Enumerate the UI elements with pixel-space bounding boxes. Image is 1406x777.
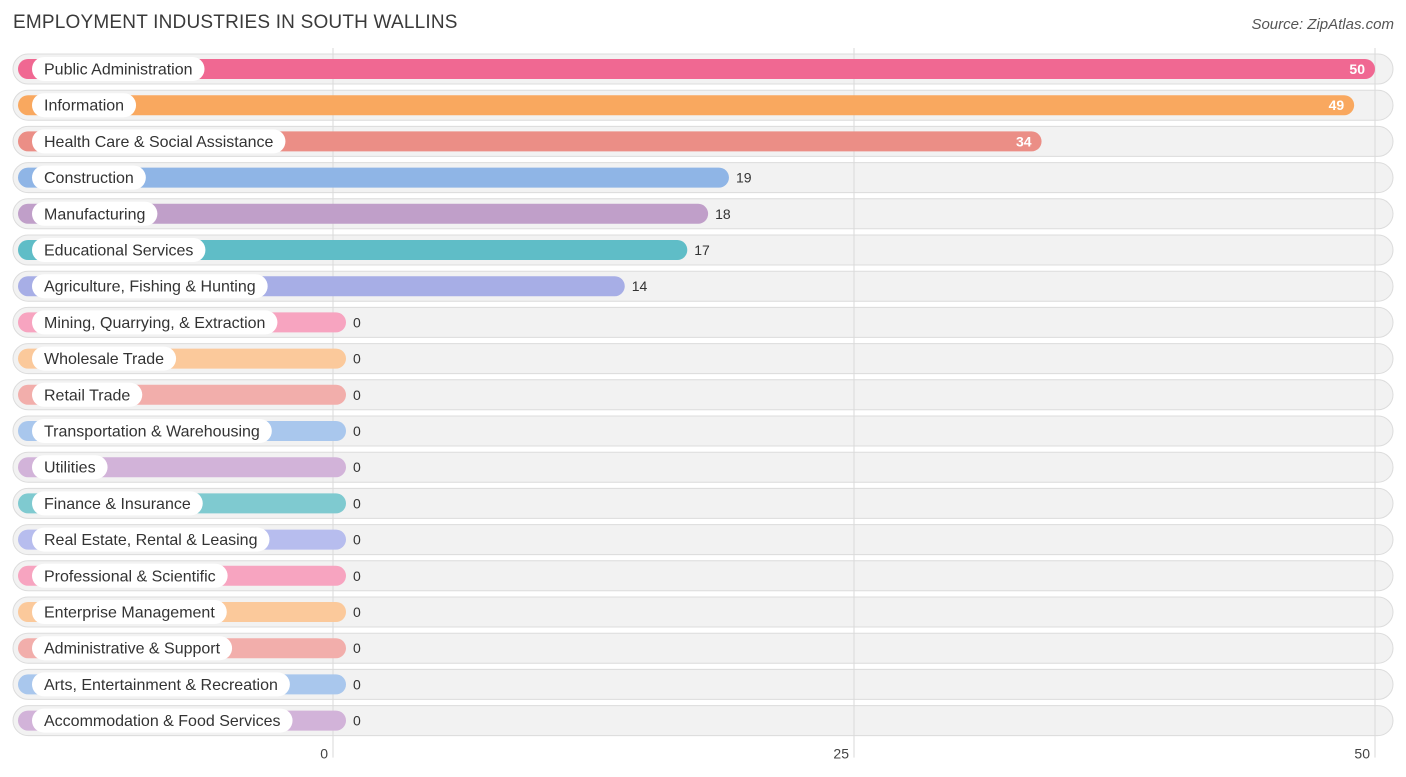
category-label-pill	[32, 491, 203, 516]
bar-group: Retail Trade 0	[18, 382, 361, 407]
category-label: Accommodation & Food Services	[44, 713, 281, 730]
row-background	[12, 306, 1394, 338]
value-label: 18	[715, 206, 731, 222]
bar-group: Accommodation & Food Services 0	[18, 708, 361, 733]
category-label-pill	[32, 274, 268, 299]
category-label: Administrative & Support	[44, 641, 221, 658]
bar-group: Wholesale Trade 0	[18, 346, 361, 371]
row-background	[12, 632, 1394, 664]
category-label: Construction	[44, 170, 134, 187]
row-background	[12, 415, 1394, 447]
bar-group: Utilities 0	[18, 455, 361, 480]
bar-group: Arts, Entertainment & Recreation 0	[18, 672, 361, 697]
category-label-pill	[32, 238, 206, 262]
bar-group: Real Estate, Rental & Leasing 0	[18, 527, 361, 552]
category-label-pill	[32, 382, 143, 407]
value-label: 17	[694, 242, 710, 258]
value-label: 0	[353, 387, 361, 403]
category-label: Agriculture, Fishing & Hunting	[44, 279, 256, 296]
x-tick-label: 25	[833, 746, 849, 762]
bar-group: Construction 19	[18, 165, 752, 190]
category-label-pill	[32, 527, 270, 552]
bar	[18, 167, 729, 188]
bar-group: Agriculture, Fishing & Hunting 14	[18, 274, 648, 299]
x-tick-label: 50	[1354, 746, 1370, 762]
value-label: 0	[353, 604, 361, 620]
category-label-pill	[32, 708, 293, 733]
category-label: Public Administration	[44, 62, 193, 79]
category-label-pill	[32, 310, 278, 335]
row-background	[12, 560, 1394, 592]
category-label: Educational Services	[44, 243, 193, 260]
row-background	[12, 705, 1394, 737]
category-label: Enterprise Management	[44, 605, 215, 622]
bar-group: Enterprise Management 0	[18, 600, 361, 624]
row-background	[12, 596, 1394, 628]
category-label: Real Estate, Rental & Leasing	[44, 532, 257, 549]
bar-group: Manufacturing 18	[18, 201, 731, 226]
category-label: Finance & Insurance	[44, 496, 191, 513]
value-label: 0	[353, 532, 361, 548]
category-label-pill	[32, 563, 228, 588]
category-label: Arts, Entertainment & Recreation	[44, 677, 278, 694]
chart-title: EMPLOYMENT INDUSTRIES IN SOUTH WALLINS	[13, 12, 458, 33]
value-label: 50	[1349, 61, 1365, 77]
bar-group: Transportation & Warehousing 0	[18, 419, 361, 443]
category-label-pill	[32, 672, 290, 697]
value-label: 19	[736, 170, 752, 186]
value-label: 0	[353, 351, 361, 367]
row-background	[12, 668, 1394, 700]
value-label: 0	[353, 314, 361, 330]
row-background	[12, 379, 1394, 411]
category-label: Transportation & Warehousing	[44, 424, 260, 441]
category-label: Retail Trade	[44, 387, 130, 404]
value-label: 0	[353, 640, 361, 656]
bar-group: Educational Services 17	[18, 238, 710, 262]
bar-group: Information 49	[18, 93, 1355, 118]
category-label: Wholesale Trade	[44, 351, 164, 368]
bar	[18, 203, 709, 224]
category-label: Health Care & Social Assistance	[44, 134, 274, 151]
category-label: Manufacturing	[44, 206, 145, 223]
category-label-pill	[32, 600, 227, 624]
category-label-pill	[32, 57, 205, 81]
chart-source: Source: ZipAtlas.com	[1251, 16, 1394, 33]
bar-group: Professional & Scientific 0	[18, 563, 361, 588]
value-label: 0	[353, 459, 361, 475]
x-tick-label: 0	[320, 746, 328, 762]
value-label: 0	[353, 423, 361, 439]
category-label-pill	[32, 419, 272, 443]
category-label-pill	[32, 129, 286, 154]
bar-group: Health Care & Social Assistance 34	[18, 129, 1042, 154]
row-background	[12, 524, 1394, 556]
bar	[18, 95, 1355, 116]
value-label: 0	[353, 713, 361, 729]
row-background	[12, 343, 1394, 375]
category-label: Information	[44, 98, 124, 115]
category-label-pill	[32, 455, 108, 480]
category-label-pill	[32, 346, 177, 371]
value-label: 0	[353, 568, 361, 584]
bar-group: Administrative & Support 0	[18, 636, 361, 661]
bar-group: Finance & Insurance 0	[18, 491, 361, 516]
category-label-pill	[32, 636, 233, 661]
bar	[18, 59, 1375, 79]
value-label: 49	[1329, 97, 1345, 113]
value-label: 14	[632, 278, 648, 294]
value-label: 0	[353, 495, 361, 511]
category-label-pill	[32, 165, 146, 190]
category-label: Professional & Scientific	[44, 568, 216, 585]
bar-group: Mining, Quarrying, & Extraction 0	[18, 310, 361, 335]
value-label: 0	[353, 676, 361, 692]
category-label: Utilities	[44, 460, 96, 477]
category-label: Mining, Quarrying, & Extraction	[44, 315, 265, 332]
value-label: 34	[1016, 133, 1032, 149]
row-background	[12, 451, 1394, 483]
category-label-pill	[32, 201, 158, 226]
row-background	[12, 487, 1394, 519]
category-label-pill	[32, 93, 137, 118]
bar-group: Public Administration 50	[18, 57, 1375, 81]
